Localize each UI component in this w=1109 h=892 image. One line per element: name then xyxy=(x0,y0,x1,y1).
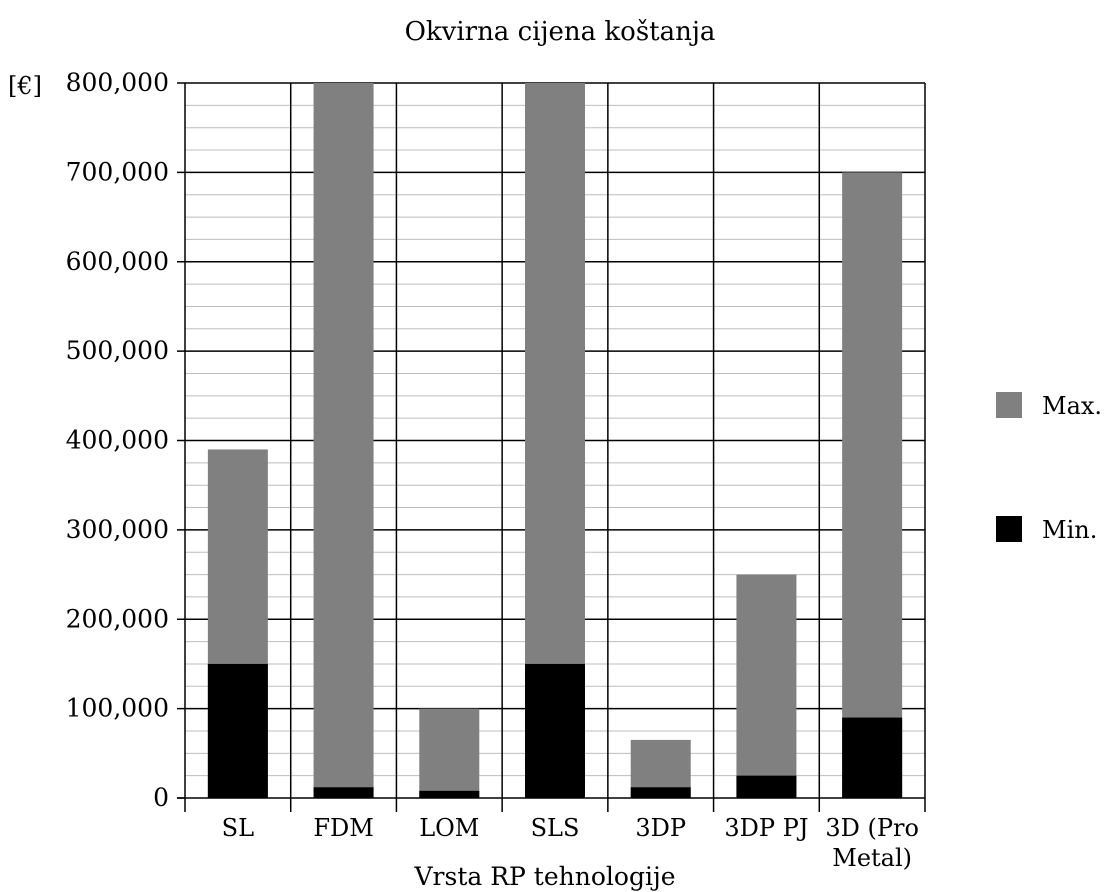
category-label-line: FDM xyxy=(313,814,373,842)
y-tick-label: 200,000 xyxy=(66,604,169,633)
y-tick-label: 0 xyxy=(153,783,169,812)
y-tick-label: 600,000 xyxy=(66,247,169,276)
y-tick-label: 400,000 xyxy=(66,426,169,455)
legend: Max. Min. xyxy=(996,392,1102,544)
bar-max xyxy=(313,83,374,798)
category-label: FDM xyxy=(313,814,373,842)
category-label-line: SLS xyxy=(531,814,580,842)
bars xyxy=(207,83,903,798)
bar-min xyxy=(207,663,268,798)
y-tick-label: 300,000 xyxy=(66,515,169,544)
category-label-line: 3DP xyxy=(635,814,686,842)
bar-min xyxy=(525,663,585,798)
bar-max xyxy=(842,172,903,798)
axes xyxy=(177,82,925,812)
legend-swatch xyxy=(996,516,1022,542)
y-axis-unit-label: [€] xyxy=(8,72,42,100)
category-label: 3DP PJ xyxy=(724,814,808,842)
category-label-line: 3DP PJ xyxy=(724,814,808,842)
legend-swatch xyxy=(996,392,1022,418)
bar-max xyxy=(736,574,797,798)
category-label: SLS xyxy=(531,814,580,842)
legend-label: Max. xyxy=(1042,392,1102,420)
bar-min xyxy=(419,790,480,798)
y-tick-label: 100,000 xyxy=(66,694,169,723)
legend-label: Min. xyxy=(1042,516,1097,544)
category-label: LOM xyxy=(419,814,479,842)
category-label: 3DP xyxy=(635,814,686,842)
category-label-line: Metal) xyxy=(832,844,912,872)
category-label: SL xyxy=(222,814,254,842)
x-axis-category-labels: SL FDM LOM SLS 3DP 3DP PJ 3D (Pro Metal) xyxy=(222,814,919,872)
bar-min xyxy=(842,717,903,798)
y-tick-label: 500,000 xyxy=(66,336,169,365)
category-label: 3D (Pro Metal) xyxy=(825,814,919,872)
y-tick-label: 700,000 xyxy=(66,157,169,186)
bar-min xyxy=(313,787,374,798)
bar-min xyxy=(736,775,797,798)
category-label-line: 3D (Pro xyxy=(825,814,919,842)
chart-title: Okvirna cijena koštanja xyxy=(405,17,716,47)
y-axis-tick-labels: 0 100,000 200,000 300,000 400,000 500,000 600,… xyxy=(66,68,169,812)
category-label-line: SL xyxy=(222,814,254,842)
bar-max xyxy=(419,708,480,798)
x-axis-label: Vrsta RP tehnologije xyxy=(413,862,675,891)
category-label-line: LOM xyxy=(419,814,479,842)
y-tick-label: 800,000 xyxy=(66,68,169,97)
bar-min xyxy=(630,787,691,798)
